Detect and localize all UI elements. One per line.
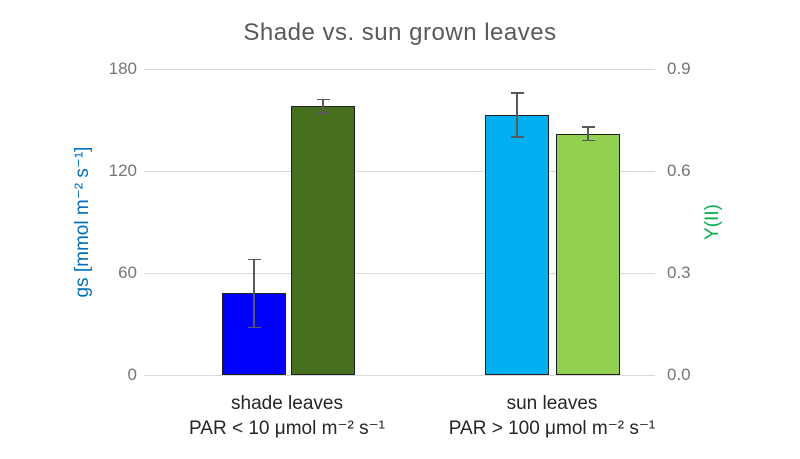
left-axis-tick-label: 180 (108, 59, 137, 78)
bar-shade-yii (291, 106, 355, 375)
left-axis-tick-label: 60 (118, 263, 137, 282)
category-label-shade: shade leaves PAR < 10 μmol m⁻² s⁻¹ (122, 391, 452, 441)
error-bar-line (322, 99, 324, 114)
right-axis-tick-label: 0.9 (667, 59, 691, 78)
left-axis-tick-label: 0 (127, 365, 137, 384)
plot-area (144, 69, 655, 376)
right-axis-title: Y(II) (702, 204, 723, 240)
error-bar-cap-bottom (581, 139, 595, 142)
right-axis-tick-label: 0.6 (667, 161, 691, 180)
category-label-line1: shade leaves (231, 393, 343, 414)
error-bar-cap-top (316, 98, 330, 101)
category-label-sun: sun leaves PAR > 100 μmol m⁻² s⁻¹ (387, 391, 717, 441)
error-bar-cap-top (581, 126, 595, 128)
error-bar-cap-top (510, 92, 524, 94)
error-bar-line (587, 126, 589, 141)
gridline (144, 273, 655, 274)
left-axis-tick-label: 120 (108, 161, 137, 180)
right-axis-tick-label: 0.0 (667, 365, 691, 384)
bar-sun-yii (556, 133, 620, 375)
category-label-line2: PAR > 100 μmol m⁻² s⁻¹ (448, 418, 656, 439)
error-bar-cap-bottom (510, 136, 524, 138)
error-bar-cap-bottom (247, 326, 261, 329)
category-label-line1: sun leaves (506, 393, 598, 414)
chart-title: Shade vs. sun grown leaves (243, 19, 557, 46)
left-axis-title: gs [mmol m⁻² s⁻¹] (72, 146, 93, 298)
category-label-line2: PAR < 10 μmol m⁻² s⁻¹ (189, 418, 385, 439)
bar-sun-gs (485, 114, 549, 375)
error-bar-cap-bottom (316, 112, 330, 114)
error-bar-cap-top (247, 258, 261, 261)
gridline (144, 171, 655, 172)
error-bar-line (516, 92, 518, 137)
right-axis-tick-label: 0.3 (667, 263, 691, 282)
gridline (144, 375, 655, 376)
gridline (144, 69, 655, 70)
error-bar-line (253, 259, 255, 328)
